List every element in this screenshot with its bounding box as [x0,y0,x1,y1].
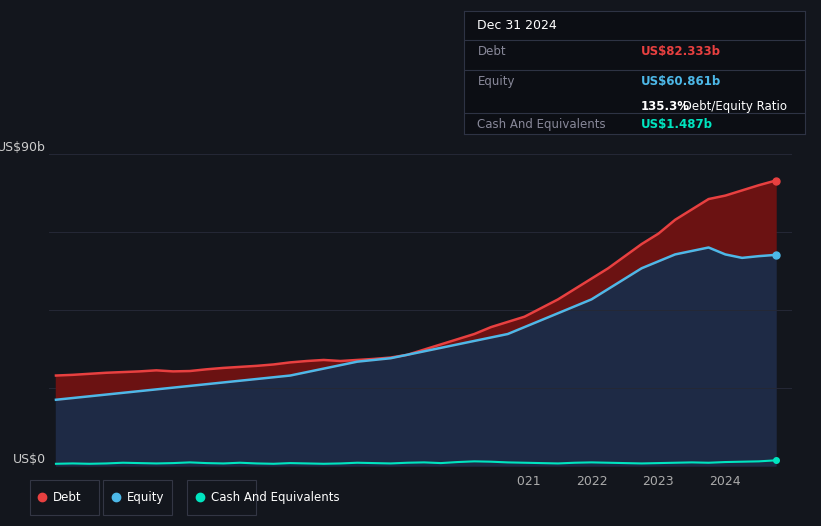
Text: US$82.333b: US$82.333b [641,45,721,58]
Text: US$0: US$0 [12,452,45,466]
Text: US$1.487b: US$1.487b [641,118,713,131]
Text: Cash And Equivalents: Cash And Equivalents [478,118,606,131]
Text: Cash And Equivalents: Cash And Equivalents [211,491,339,503]
Text: 135.3%: 135.3% [641,99,690,113]
Text: Debt: Debt [53,491,82,503]
Text: Equity: Equity [127,491,164,503]
Text: Equity: Equity [478,75,515,88]
Text: US$60.861b: US$60.861b [641,75,722,88]
Text: Debt/Equity Ratio: Debt/Equity Ratio [678,99,787,113]
Text: Dec 31 2024: Dec 31 2024 [478,19,557,32]
Text: Debt: Debt [478,45,506,58]
Text: US$90b: US$90b [0,141,45,154]
